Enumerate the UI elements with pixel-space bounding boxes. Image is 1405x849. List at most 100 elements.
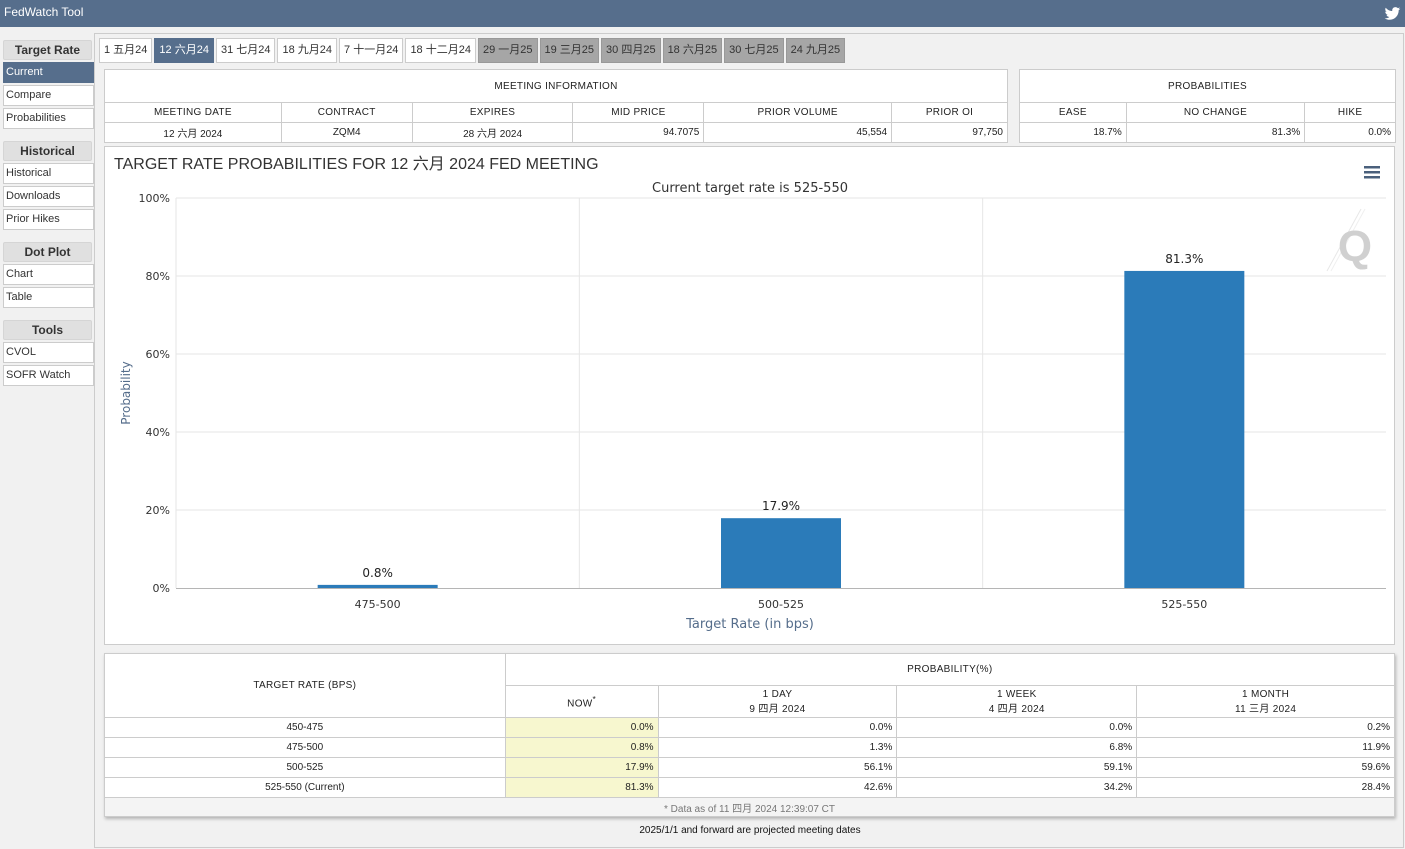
hike-value: 0.0%: [1304, 122, 1396, 143]
probabilities-caption: PROBABILITIES: [1019, 69, 1396, 103]
y-tick-label: 100%: [139, 192, 170, 205]
probability-cell: 1.3%: [657, 737, 898, 758]
probability-cell: 11.9%: [1136, 737, 1395, 758]
header-contract: CONTRACT: [280, 102, 413, 123]
ease-value: 18.7%: [1019, 122, 1127, 143]
header-probability: PROBABILITY(%): [504, 653, 1396, 686]
column-header-date: 9 四月 2024: [749, 703, 806, 715]
tab-meeting-8[interactable]: 19 三月25: [539, 38, 600, 63]
tab-meeting-3[interactable]: 31 七月24: [215, 38, 276, 63]
table-row: 500-525 17.9% 56.1% 59.1% 59.6%: [104, 757, 1395, 778]
probability-cell: 34.2%: [896, 777, 1138, 798]
sidebar-item-prior-hikes[interactable]: Prior Hikes: [3, 209, 94, 230]
target-rate-cell: 525-550 (Current): [104, 777, 506, 798]
prior-volume-value: 45,554: [703, 122, 893, 143]
meeting-info-caption: MEETING INFORMATION: [104, 69, 1008, 103]
target-rate-cell: 475-500: [104, 737, 506, 758]
sidebar: Target Rate Current Compare Probabilities Hi…: [3, 40, 94, 388]
tab-meeting-4[interactable]: 18 九月24: [277, 38, 338, 63]
probability-cell: 56.1%: [657, 757, 898, 778]
sidebar-item-cvol[interactable]: CVOL: [3, 342, 94, 363]
bar-475-500: [317, 584, 438, 588]
sidebar-item-historical[interactable]: Historical: [3, 163, 94, 184]
column-header-period: 1 WEEK: [996, 688, 1037, 700]
probability-cell: 0.0%: [657, 717, 898, 738]
bar-data-label: 81.3%: [1165, 252, 1203, 266]
footnote-marker: *: [592, 693, 597, 704]
tab-meeting-6[interactable]: 18 十二月24: [405, 38, 476, 63]
sidebar-item-table[interactable]: Table: [3, 287, 94, 308]
header-meeting-date: MEETING DATE: [104, 102, 282, 123]
probability-cell: 17.9%: [504, 757, 659, 778]
watermark-letter: Q: [1338, 222, 1372, 271]
y-tick-label: 60%: [146, 348, 170, 361]
watermark-logo: Q: [1326, 208, 1372, 272]
sidebar-heading-historical: Historical: [3, 141, 92, 161]
y-tick-label: 20%: [146, 504, 170, 517]
column-header-1-day: 1 DAY 9 四月 2024: [657, 685, 898, 718]
header-hike: HIKE: [1304, 102, 1396, 123]
mid-price-value: 94.7075: [572, 122, 705, 143]
header-ease: EASE: [1019, 102, 1127, 123]
tab-meeting-7[interactable]: 29 一月25: [477, 38, 538, 63]
sidebar-item-probabilities[interactable]: Probabilities: [3, 108, 94, 129]
chart-subtitle: Current target rate is 525-550: [652, 181, 848, 196]
sidebar-item-compare[interactable]: Compare: [3, 85, 94, 106]
sidebar-item-sofr-watch[interactable]: SOFR Watch: [3, 365, 94, 386]
sidebar-item-chart[interactable]: Chart: [3, 264, 94, 285]
y-tick-label: 40%: [146, 426, 170, 439]
x-tick-label: 525-550: [1161, 598, 1207, 611]
header-no-change: NO CHANGE: [1125, 102, 1306, 123]
sidebar-heading-tools: Tools: [3, 320, 92, 340]
bar-500-525: [721, 518, 841, 588]
probability-cell: 6.8%: [896, 737, 1138, 758]
column-header-1-month: 1 MONTH 11 三月 2024: [1136, 685, 1395, 718]
chart-grid: [175, 197, 1386, 588]
sidebar-item-current[interactable]: Current: [3, 62, 94, 83]
column-header-1-week: 1 WEEK 4 四月 2024: [896, 685, 1138, 718]
app-title: FedWatch Tool: [4, 5, 84, 19]
chart-axes: 0% 20% 40% 60% 80% 100% 475-500 500-525 525-550: [139, 192, 1386, 611]
column-header-date: 4 四月 2024: [988, 703, 1045, 715]
tab-meeting-2[interactable]: 12 六月24: [154, 38, 214, 63]
bar-data-label: 0.8%: [362, 566, 393, 580]
title-bar: FedWatch Tool: [0, 0, 1405, 27]
twitter-icon[interactable]: [1384, 5, 1401, 22]
prior-oi-value: 97,750: [891, 122, 1008, 143]
projected-dates-footer: 2025/1/1 and forward are projected meeti…: [639, 825, 861, 836]
column-header-period: 1 MONTH: [1242, 688, 1290, 700]
table-row: 450-475 0.0% 0.0% 0.0% 0.2%: [104, 717, 1395, 738]
data-as-of-note: * Data as of 11 四月 2024 12:39:07 CT: [104, 797, 1395, 817]
tab-meeting-10[interactable]: 18 六月25: [662, 38, 723, 63]
bar-data-label: 17.9%: [762, 499, 800, 513]
no-change-value: 81.3%: [1125, 122, 1306, 143]
expires-value: 28 六月 2024: [411, 122, 574, 143]
probability-cell: 0.0%: [504, 717, 659, 738]
probability-cell: 81.3%: [504, 777, 659, 798]
tab-meeting-5[interactable]: 7 十一月24: [339, 38, 404, 63]
target-rate-cell: 450-475: [104, 717, 506, 738]
main-panel: 1 五月24 12 六月24 31 七月24 18 九月24 7 十一月24 18 十二月…: [94, 33, 1404, 848]
probability-cell: 59.6%: [1136, 757, 1395, 778]
probability-cell: 28.4%: [1136, 777, 1395, 798]
table-row: 475-500 0.8% 1.3% 6.8% 11.9%: [104, 737, 1395, 758]
tab-meeting-12[interactable]: 24 九月25: [785, 38, 846, 63]
meeting-date-value: 12 六月 2024: [104, 122, 282, 143]
x-axis-label: Target Rate (in bps): [685, 617, 814, 632]
column-header-period: NOW: [567, 698, 593, 710]
tab-meeting-1[interactable]: 1 五月24: [99, 38, 153, 63]
contract-value: ZQM4: [280, 122, 413, 143]
x-tick-label: 475-500: [355, 598, 401, 611]
y-axis-label: Probability: [119, 361, 133, 424]
sidebar-heading-target-rate: Target Rate: [3, 40, 92, 60]
tab-meeting-11[interactable]: 30 七月25: [724, 38, 784, 63]
hamburger-menu-icon[interactable]: [1364, 166, 1380, 179]
tab-meeting-9[interactable]: 30 四月25: [601, 38, 661, 63]
meeting-tabs: 1 五月24 12 六月24 31 七月24 18 九月24 7 十一月24 18 十二月…: [99, 38, 846, 63]
column-header-period: 1 DAY: [762, 688, 793, 700]
chart-svg: TARGET RATE PROBABILITIES FOR 12 六月 2024…: [114, 155, 1386, 632]
probability-cell: 0.0%: [896, 717, 1138, 738]
header-prior-volume: PRIOR VOLUME: [703, 102, 893, 123]
sidebar-item-downloads[interactable]: Downloads: [3, 186, 94, 207]
header-target-rate: TARGET RATE (BPS): [104, 653, 506, 718]
